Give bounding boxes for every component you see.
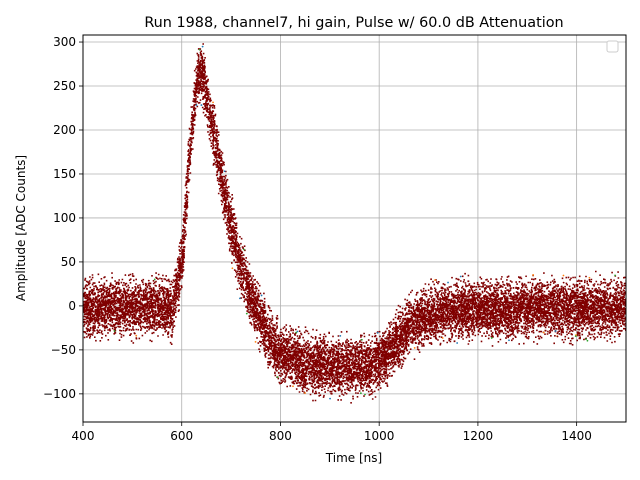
outlier-point: [490, 337, 493, 339]
x-tick-label: 1200: [463, 429, 494, 443]
legend-box[interactable]: [606, 40, 619, 53]
outlier-point: [500, 275, 503, 278]
y-tick-label: 200: [53, 123, 76, 137]
outlier-point: [614, 274, 616, 277]
outlier-point: [367, 385, 370, 388]
outlier-point: [430, 342, 433, 344]
outlier-point: [360, 338, 363, 341]
x-tick-label: 600: [170, 429, 193, 443]
x-tick-label: 400: [72, 429, 95, 443]
outlier-point: [574, 335, 577, 338]
x-axis-label: Time [ns]: [325, 451, 382, 465]
outlier-point: [245, 312, 248, 315]
outlier-point: [304, 392, 306, 394]
outlier-point: [390, 375, 393, 377]
outlier-point: [276, 376, 279, 379]
outlier-point: [508, 339, 510, 342]
outlier-point: [239, 297, 241, 300]
outlier-point: [198, 48, 201, 51]
outlier-point: [212, 101, 214, 104]
y-axis: −100 −50 0 50 100 150 200 250 300: [43, 35, 83, 401]
outlier-point: [525, 275, 527, 278]
outlier-point: [585, 338, 587, 341]
outlier-point: [456, 342, 459, 344]
outlier-point: [339, 334, 342, 337]
x-tick-label: 800: [269, 429, 292, 443]
outlier-point: [434, 279, 436, 281]
chart-title: Run 1988, channel7, hi gain, Pulse w/ 60…: [144, 15, 563, 31]
y-tick-label: 100: [53, 211, 76, 225]
outlier-point: [195, 104, 198, 107]
outlier-point: [556, 335, 559, 338]
outlier-point: [113, 330, 116, 332]
y-tick-label: 300: [53, 35, 76, 49]
outlier-point: [260, 294, 263, 297]
plot-frame: [82, 34, 627, 423]
y-tick-label: 150: [53, 167, 76, 181]
y-tick-label: 250: [53, 79, 76, 93]
outlier-point: [329, 397, 331, 400]
outlier-point: [586, 339, 589, 342]
y-tick-label: −100: [43, 387, 76, 401]
x-tick-label: 1400: [561, 429, 592, 443]
x-tick-label: 1000: [364, 429, 395, 443]
outlier-point: [243, 248, 245, 251]
outlier-point: [562, 281, 565, 284]
outlier-point: [201, 45, 204, 48]
y-tick-label: 0: [68, 299, 76, 313]
outlier-point: [147, 279, 150, 282]
x-axis: 400 600 800 1000 1200 1400: [72, 422, 592, 443]
outlier-point: [135, 334, 138, 337]
outlier-point: [451, 276, 453, 279]
outlier-point: [554, 330, 557, 332]
outlier-point: [231, 267, 234, 270]
outlier-point: [441, 337, 444, 339]
outlier-point: [133, 332, 136, 335]
outlier-point: [447, 281, 449, 284]
outlier-point: [254, 340, 257, 343]
grid-lines: [82, 35, 626, 422]
outlier-point: [364, 393, 366, 396]
outlier-point: [562, 274, 565, 277]
outlier-point: [413, 347, 416, 349]
outlier-point: [153, 278, 156, 281]
outlier-point: [532, 274, 535, 276]
outlier-point: [376, 331, 379, 334]
outlier-point: [585, 275, 587, 278]
outlier-point: [359, 392, 362, 395]
outlier-point: [295, 331, 298, 334]
outlier-point: [296, 330, 299, 333]
outlier-point: [124, 274, 127, 276]
y-tick-label: −50: [51, 343, 76, 357]
y-axis-label: Amplitude [ADC Counts]: [14, 155, 28, 301]
y-tick-label: 50: [61, 255, 76, 269]
data-points: [83, 43, 626, 404]
outlier-point: [437, 282, 439, 285]
outlier-point: [542, 331, 545, 334]
outlier-point: [322, 396, 325, 399]
outlier-point: [527, 337, 530, 340]
scatter-points: [83, 43, 626, 404]
outlier-point: [292, 385, 294, 388]
outlier-point: [588, 276, 591, 279]
outlier-point: [223, 170, 226, 173]
outlier-point: [459, 275, 462, 278]
outlier-point: [200, 104, 203, 106]
